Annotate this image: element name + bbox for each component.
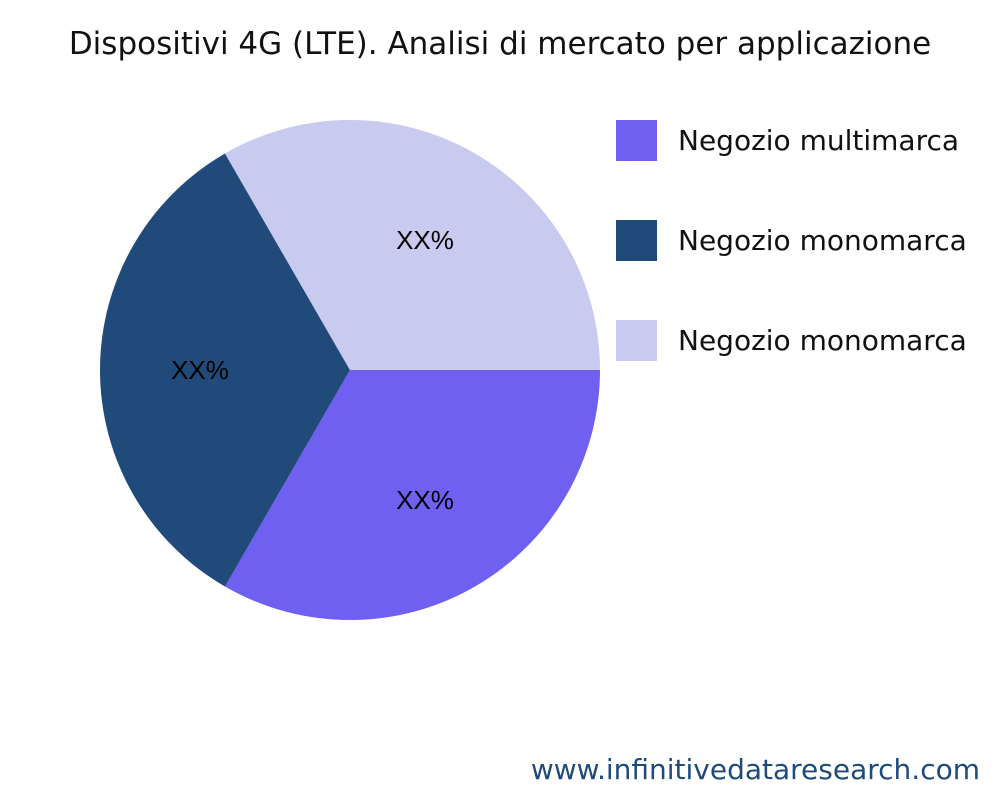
- legend-label: Negozio monomarca: [678, 223, 967, 257]
- legend-label: Negozio monomarca: [678, 323, 967, 357]
- legend-item-1: Negozio monomarca: [616, 219, 967, 261]
- legend-swatch: [616, 119, 657, 161]
- pie-slice-2: [225, 119, 600, 370]
- legend-item-0: Negozio multimarca: [616, 119, 959, 161]
- legend-swatch: [616, 319, 657, 361]
- slice-data-label: XX%: [171, 355, 229, 385]
- legend-label: Negozio multimarca: [678, 123, 960, 157]
- pie-slice-0: [225, 370, 600, 620]
- legend-swatch: [616, 219, 657, 261]
- chart-title: Dispositivi 4G (LTE). Analisi di mercato…: [68, 26, 932, 62]
- slice-data-label: XX%: [396, 225, 454, 255]
- slice-data-label: XX%: [396, 485, 454, 515]
- legend-item-2: Negozio monomarca: [616, 319, 967, 361]
- source-url[interactable]: www.infinitivedataresearch.com: [530, 753, 980, 786]
